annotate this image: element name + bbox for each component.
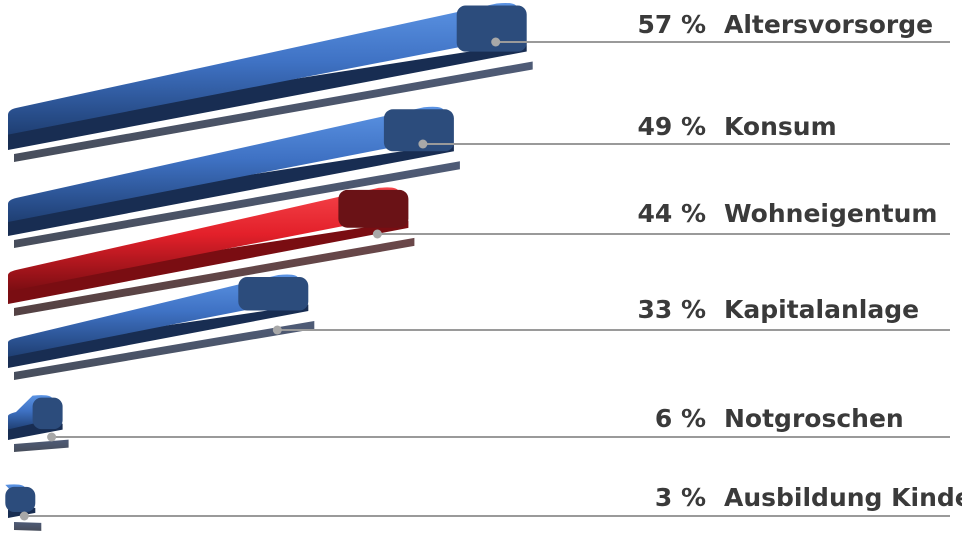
value-label-ausbildung-kinder: 3 % — [655, 483, 706, 512]
value-label-wohneigentum: 44 % — [637, 199, 706, 228]
leader-lines-group — [19, 37, 950, 521]
bar-body — [8, 42, 527, 150]
bar-front — [8, 2, 517, 135]
labels-group: 57 % Altersvorsorge 49 % Konsum 44 % Wohneige… — [637, 10, 962, 512]
bar-cap — [32, 397, 63, 430]
leader-dot-notgroschen — [47, 432, 57, 442]
bar-front — [8, 106, 444, 222]
leader-dot-altersvorsorge — [491, 37, 501, 47]
bar-body — [8, 143, 454, 236]
category-label-altersvorsorge: Altersvorsorge — [724, 10, 933, 39]
bar-front — [8, 187, 399, 292]
bar-shadow — [14, 61, 533, 162]
bar-cap — [238, 276, 309, 311]
bar-cap — [456, 5, 527, 52]
category-label-wohneigentum: Wohneigentum — [724, 199, 937, 228]
category-label-notgroschen: Notgroschen — [724, 404, 904, 433]
value-label-kapitalanlage: 33 % — [637, 295, 706, 324]
bar-konsum — [8, 106, 460, 248]
category-label-kapitalanlage: Kapitalanlage — [724, 295, 919, 324]
bar-shadow — [14, 237, 415, 316]
value-label-konsum: 49 % — [637, 112, 706, 141]
bar-shadow — [14, 320, 315, 380]
bar-body — [8, 304, 309, 368]
value-label-altersvorsorge: 57 % — [637, 10, 706, 39]
bar-wohneigentum — [8, 187, 415, 316]
bar-cap — [338, 189, 409, 228]
bar-shadow — [14, 522, 42, 531]
leader-dot-wohneigentum — [372, 229, 382, 239]
bar-kapitalanlage — [8, 274, 315, 380]
bar-altersvorsorge — [8, 2, 533, 162]
bar-shadow — [14, 161, 460, 248]
category-label-ausbildung-kinder: Ausbildung Kinder — [724, 483, 962, 512]
bar-cap — [5, 486, 36, 513]
bar-front — [8, 274, 299, 357]
bar-ausbildung-kinder — [5, 484, 42, 531]
bar-notgroschen — [8, 395, 69, 452]
leader-dot-ausbildung-kinder — [19, 511, 29, 521]
bar-shadow — [14, 439, 69, 452]
leader-dot-kapitalanlage — [272, 325, 282, 335]
value-label-notgroschen: 6 % — [655, 404, 706, 433]
bars-group — [5, 2, 533, 531]
category-label-konsum: Konsum — [724, 112, 837, 141]
bar-body — [8, 220, 409, 304]
leader-dot-konsum — [418, 139, 428, 149]
bar-cap — [383, 109, 454, 152]
